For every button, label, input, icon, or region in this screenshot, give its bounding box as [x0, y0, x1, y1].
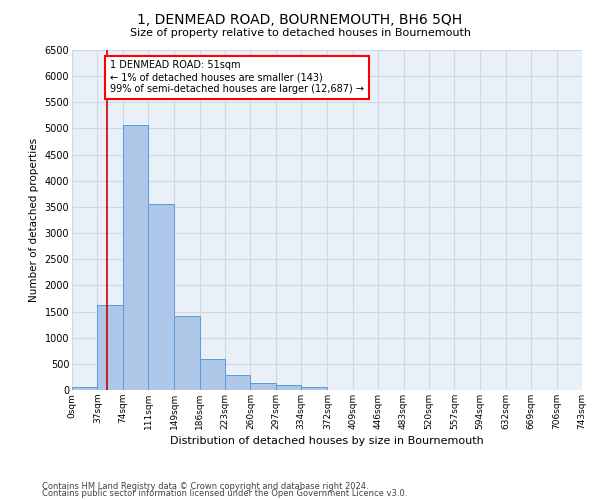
- Text: Contains public sector information licensed under the Open Government Licence v3: Contains public sector information licen…: [42, 490, 407, 498]
- Text: 1 DENMEAD ROAD: 51sqm
← 1% of detached houses are smaller (143)
99% of semi-deta: 1 DENMEAD ROAD: 51sqm ← 1% of detached h…: [110, 60, 364, 94]
- Y-axis label: Number of detached properties: Number of detached properties: [29, 138, 39, 302]
- X-axis label: Distribution of detached houses by size in Bournemouth: Distribution of detached houses by size …: [170, 436, 484, 446]
- Bar: [174, 316, 200, 390]
- Text: Size of property relative to detached houses in Bournemouth: Size of property relative to detached ho…: [130, 28, 470, 38]
- Bar: [276, 385, 301, 390]
- Bar: [200, 358, 225, 390]
- Bar: [148, 204, 173, 390]
- Bar: [123, 126, 148, 390]
- Bar: [72, 388, 97, 390]
- Bar: [97, 306, 123, 390]
- Text: Contains HM Land Registry data © Crown copyright and database right 2024.: Contains HM Land Registry data © Crown c…: [42, 482, 368, 491]
- Bar: [301, 388, 326, 390]
- Bar: [250, 383, 276, 390]
- Bar: [225, 376, 250, 390]
- Text: 1, DENMEAD ROAD, BOURNEMOUTH, BH6 5QH: 1, DENMEAD ROAD, BOURNEMOUTH, BH6 5QH: [137, 12, 463, 26]
